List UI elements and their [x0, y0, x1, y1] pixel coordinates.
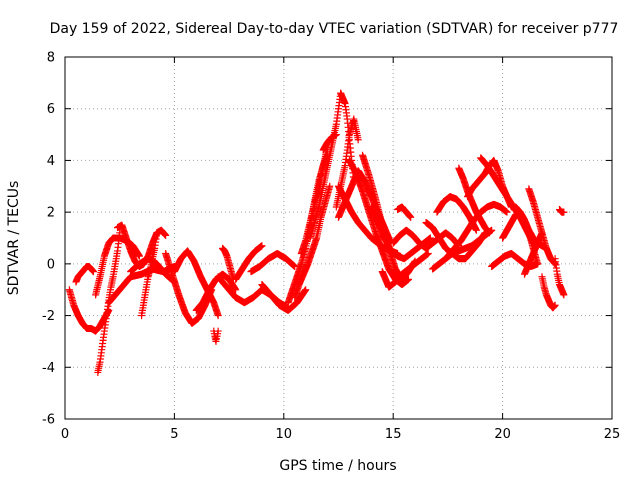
data-point — [135, 252, 143, 260]
x-tick-label: 0 — [61, 427, 69, 442]
y-tick-label: -2 — [42, 309, 55, 324]
x-tick-label: 25 — [604, 427, 621, 442]
data-point — [258, 242, 266, 250]
data-points — [65, 89, 568, 376]
y-axis-label: SDTVAR / TECUs — [6, 181, 22, 296]
x-tick-label: 10 — [276, 427, 293, 442]
x-tick-label: 5 — [170, 427, 178, 442]
x-tick-label: 15 — [385, 427, 402, 442]
y-tick-label: 0 — [47, 257, 55, 272]
data-point — [214, 312, 222, 320]
y-tick-label: 2 — [47, 206, 55, 221]
y-tick-label: 8 — [47, 51, 55, 66]
data-point — [214, 327, 222, 335]
chart-title: Day 159 of 2022, Sidereal Day-to-day VTE… — [50, 21, 619, 37]
data-point — [232, 286, 240, 294]
data-point — [332, 131, 340, 139]
data-point — [354, 136, 362, 144]
data-point — [302, 286, 310, 294]
data-point — [326, 182, 334, 190]
y-tick-label: 6 — [47, 102, 55, 117]
y-tick-label: 4 — [47, 154, 55, 169]
data-point — [153, 229, 161, 237]
data-point — [162, 231, 170, 239]
y-tick-label: -4 — [42, 361, 55, 376]
data-point — [89, 268, 97, 276]
x-axis-label: GPS time / hours — [279, 458, 396, 474]
y-tick-label: -6 — [42, 413, 55, 428]
x-tick-label: 20 — [494, 427, 511, 442]
